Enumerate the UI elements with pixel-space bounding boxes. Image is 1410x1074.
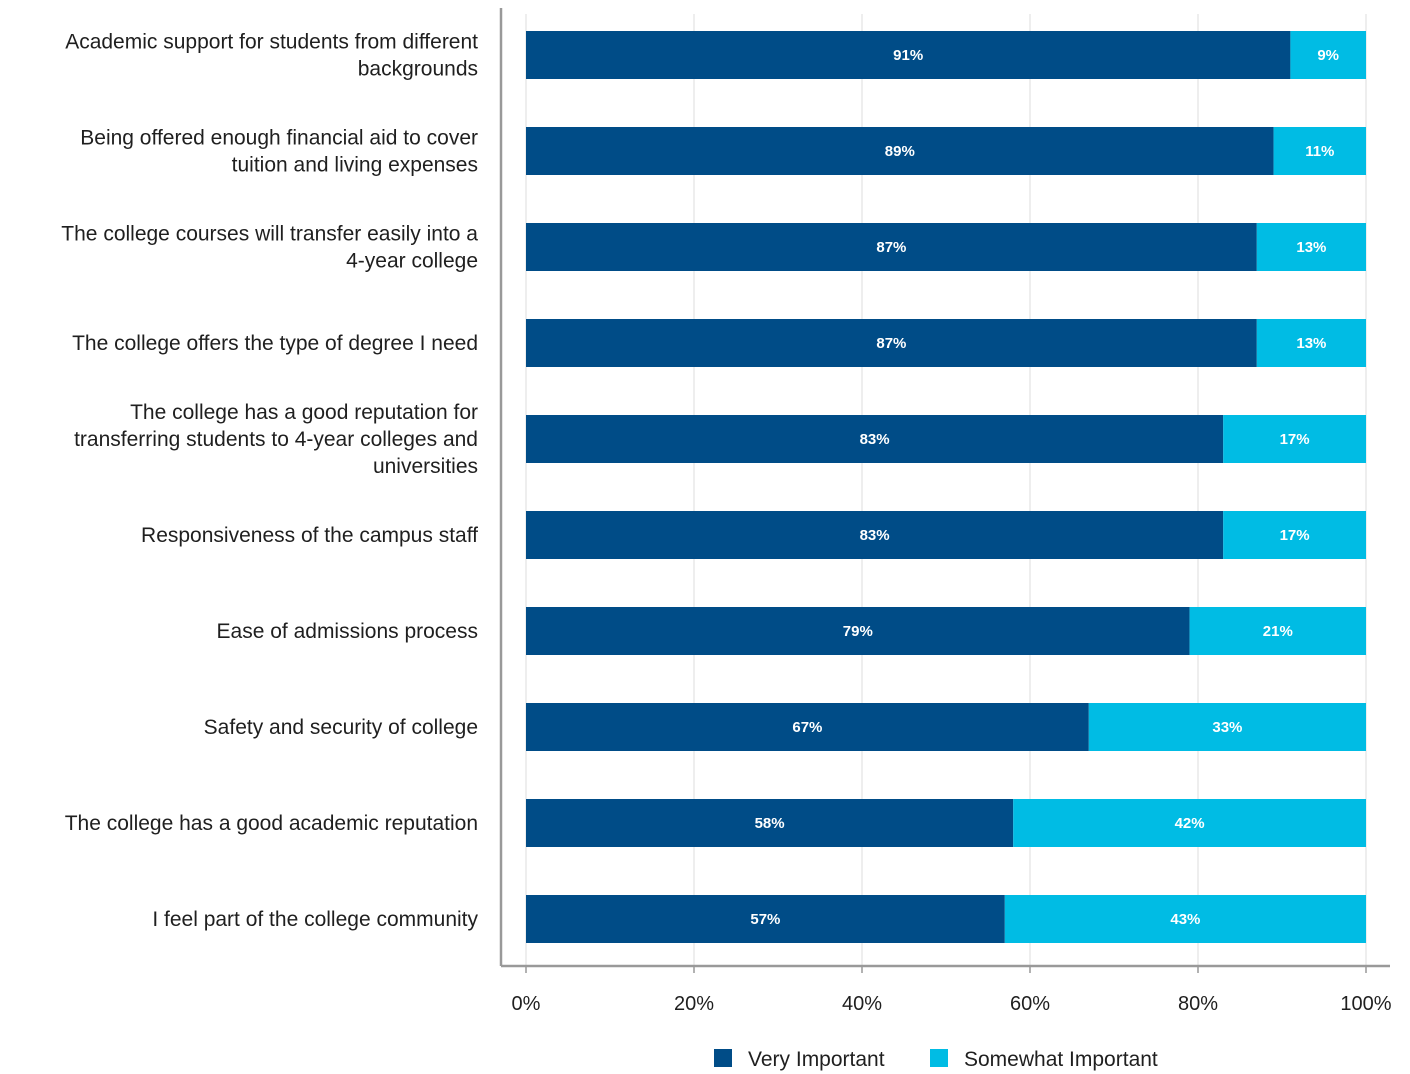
category-label-line: Responsiveness of the campus staff bbox=[141, 524, 478, 547]
data-label-somewhat-important-1: 9% bbox=[1317, 47, 1339, 64]
x-tick-label: 60% bbox=[1010, 993, 1050, 1015]
x-tick-label: 100% bbox=[1340, 993, 1391, 1015]
category-label-line: 4-year college bbox=[346, 250, 478, 273]
bar-somewhat-important-8 bbox=[1088, 703, 1366, 751]
bar-somewhat-important-9 bbox=[1013, 799, 1366, 847]
legend: Very Important Somewhat Important bbox=[714, 1048, 1158, 1071]
category-label-line: Academic support for students from diffe… bbox=[65, 31, 478, 54]
data-label-very-important-1: 91% bbox=[893, 47, 923, 64]
category-label-line: The college courses will transfer easily… bbox=[61, 223, 478, 246]
category-label: I feel part of the college community bbox=[152, 908, 478, 931]
category-label-line: The college offers the type of degree I … bbox=[72, 332, 478, 355]
legend-label-very-important: Very Important bbox=[748, 1048, 885, 1071]
category-labels: Academic support for students from diffe… bbox=[61, 31, 478, 932]
data-label-very-important-4: 87% bbox=[876, 335, 906, 352]
data-label-somewhat-important-3: 13% bbox=[1296, 239, 1326, 256]
x-tick-label: 0% bbox=[512, 993, 541, 1015]
category-label-line: I feel part of the college community bbox=[152, 908, 478, 931]
bar-very-important-10 bbox=[526, 895, 1005, 943]
legend-swatch-somewhat-important bbox=[930, 1049, 948, 1067]
data-label-somewhat-important-6: 17% bbox=[1280, 527, 1310, 544]
bar-somewhat-important-1 bbox=[1290, 31, 1366, 79]
category-label-line: Being offered enough financial aid to co… bbox=[80, 127, 478, 150]
data-label-very-important-5: 83% bbox=[860, 431, 890, 448]
bar-very-important-5 bbox=[526, 415, 1224, 463]
category-label: The college has a good reputation for tra… bbox=[74, 401, 478, 478]
bar-somewhat-important-7 bbox=[1189, 607, 1366, 655]
bar-very-important-4 bbox=[526, 319, 1257, 367]
x-tick-label: 20% bbox=[674, 993, 714, 1015]
category-label-line: Ease of admissions process bbox=[217, 620, 478, 643]
bars bbox=[526, 31, 1366, 943]
bar-very-important-9 bbox=[526, 799, 1014, 847]
bar-somewhat-important-5 bbox=[1223, 415, 1366, 463]
data-label-very-important-3: 87% bbox=[876, 239, 906, 256]
bar-very-important-2 bbox=[526, 127, 1274, 175]
data-label-somewhat-important-9: 42% bbox=[1175, 815, 1205, 832]
bar-very-important-6 bbox=[526, 511, 1224, 559]
category-label: Responsiveness of the campus staff bbox=[141, 524, 478, 547]
bar-labels: 91% 9% 89% 11% 87% 13% 87% 13% 83% 17% 83% 17% 79% 21… bbox=[750, 47, 1339, 928]
data-label-somewhat-important-10: 43% bbox=[1170, 911, 1200, 928]
category-label: Academic support for students from diffe… bbox=[65, 31, 478, 81]
x-tick-label: 80% bbox=[1178, 993, 1218, 1015]
bar-very-important-8 bbox=[526, 703, 1089, 751]
category-label-line: backgrounds bbox=[358, 58, 478, 81]
data-label-very-important-7: 79% bbox=[843, 623, 873, 640]
category-label: The college courses will transfer easily… bbox=[61, 223, 478, 273]
x-axis-ticks: 0% 20% 40% 60% 80% 100% bbox=[512, 966, 1392, 1015]
legend-swatch-very-important bbox=[714, 1049, 732, 1067]
category-label: The college has a good academic reputati… bbox=[65, 812, 478, 835]
category-label-line: Safety and security of college bbox=[204, 716, 478, 739]
data-label-somewhat-important-4: 13% bbox=[1296, 335, 1326, 352]
data-label-somewhat-important-5: 17% bbox=[1280, 431, 1310, 448]
x-tick-label: 40% bbox=[842, 993, 882, 1015]
data-label-very-important-6: 83% bbox=[860, 527, 890, 544]
bar-somewhat-important-3 bbox=[1256, 223, 1366, 271]
bar-very-important-1 bbox=[526, 31, 1291, 79]
category-label-line: The college has a good academic reputati… bbox=[65, 812, 478, 835]
data-label-very-important-9: 58% bbox=[755, 815, 785, 832]
bar-somewhat-important-6 bbox=[1223, 511, 1366, 559]
category-label: Ease of admissions process bbox=[217, 620, 478, 643]
axes bbox=[499, 8, 1390, 968]
bar-very-important-7 bbox=[526, 607, 1190, 655]
category-label-line: universities bbox=[373, 455, 478, 478]
category-label-line: transferring students to 4-year colleges… bbox=[74, 428, 478, 451]
bar-somewhat-important-2 bbox=[1273, 127, 1366, 175]
bar-very-important-3 bbox=[526, 223, 1257, 271]
category-label: The college offers the type of degree I … bbox=[72, 332, 478, 355]
category-label-line: The college has a good reputation for bbox=[130, 401, 478, 424]
category-label: Being offered enough financial aid to co… bbox=[80, 127, 478, 177]
bar-somewhat-important-10 bbox=[1004, 895, 1366, 943]
data-label-somewhat-important-8: 33% bbox=[1212, 719, 1242, 736]
category-label-line: tuition and living expenses bbox=[232, 154, 478, 177]
data-label-very-important-8: 67% bbox=[792, 719, 822, 736]
data-label-very-important-2: 89% bbox=[885, 143, 915, 160]
category-label: Safety and security of college bbox=[204, 716, 478, 739]
bar-somewhat-important-4 bbox=[1256, 319, 1366, 367]
data-label-somewhat-important-2: 11% bbox=[1305, 143, 1334, 160]
data-label-somewhat-important-7: 21% bbox=[1263, 623, 1293, 640]
data-label-very-important-10: 57% bbox=[750, 911, 780, 928]
legend-label-somewhat-important: Somewhat Important bbox=[964, 1048, 1158, 1071]
